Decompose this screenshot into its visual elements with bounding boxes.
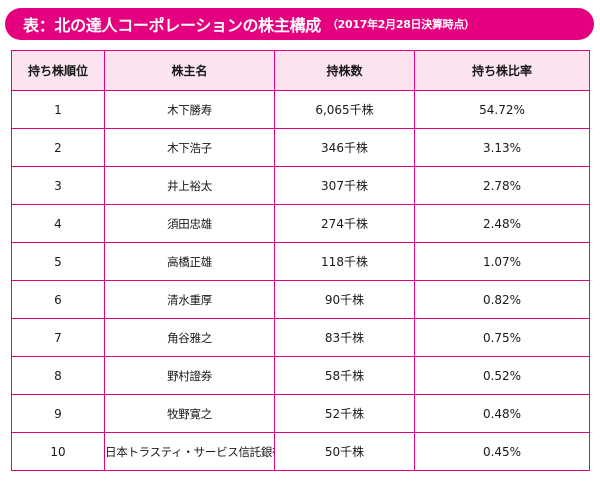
- cell-shares: 52千株: [274, 394, 415, 433]
- title-date-note: （2017年2月28日決算時点）: [326, 18, 475, 31]
- table-row: 9 牧野寛之 52千株 0.48%: [11, 394, 590, 433]
- cell-ratio: 2.78%: [414, 166, 590, 205]
- table-header-row: 持ち株順位 株主名 持株数 持ち株比率: [11, 50, 590, 91]
- cell-holder-name: 角谷雅之: [104, 318, 275, 357]
- cell-ratio: 0.52%: [414, 356, 590, 395]
- cell-ratio: 0.75%: [414, 318, 590, 357]
- cell-holder-name: 井上裕太: [104, 166, 275, 205]
- table-row: 6 清水重厚 90千株 0.82%: [11, 280, 590, 319]
- cell-rank: 7: [11, 318, 105, 357]
- cell-rank: 8: [11, 356, 105, 395]
- cell-rank: 9: [11, 394, 105, 433]
- cell-ratio: 0.45%: [414, 432, 590, 471]
- cell-ratio: 54.72%: [414, 90, 590, 129]
- cell-holder-name: 日本トラスティ・サービス信託銀行: [104, 432, 275, 471]
- cell-holder-name: 須田忠雄: [104, 204, 275, 243]
- shareholder-table: 持ち株順位 株主名 持株数 持ち株比率 1 木下勝寿 6,065千株 54.72…: [11, 50, 590, 471]
- table-row: 10 日本トラスティ・サービス信託銀行 50千株 0.45%: [11, 432, 590, 471]
- header-holder-name: 株主名: [104, 50, 275, 91]
- cell-shares: 346千株: [274, 128, 415, 167]
- table-row: 3 井上裕太 307千株 2.78%: [11, 166, 590, 205]
- cell-shares: 50千株: [274, 432, 415, 471]
- table-row: 2 木下浩子 346千株 3.13%: [11, 128, 590, 167]
- cell-shares: 307千株: [274, 166, 415, 205]
- header-shares: 持株数: [274, 50, 415, 91]
- cell-shares: 118千株: [274, 242, 415, 281]
- cell-holder-name: 野村證券: [104, 356, 275, 395]
- cell-rank: 1: [11, 90, 105, 129]
- page-title: 表：北の達人コーポレーションの株主構成: [23, 16, 321, 35]
- cell-rank: 3: [11, 166, 105, 205]
- cell-shares: 90千株: [274, 280, 415, 319]
- cell-shares: 58千株: [274, 356, 415, 395]
- cell-rank: 2: [11, 128, 105, 167]
- cell-ratio: 0.82%: [414, 280, 590, 319]
- cell-rank: 10: [11, 432, 105, 471]
- cell-shares: 6,065千株: [274, 90, 415, 129]
- table-row: 1 木下勝寿 6,065千株 54.72%: [11, 90, 590, 129]
- cell-shares: 274千株: [274, 204, 415, 243]
- cell-holder-name: 木下浩子: [104, 128, 275, 167]
- title-banner: 表：北の達人コーポレーションの株主構成 （2017年2月28日決算時点）: [5, 8, 594, 40]
- cell-shares: 83千株: [274, 318, 415, 357]
- cell-ratio: 3.13%: [414, 128, 590, 167]
- cell-holder-name: 木下勝寿: [104, 90, 275, 129]
- cell-holder-name: 清水重厚: [104, 280, 275, 319]
- header-rank: 持ち株順位: [11, 50, 105, 91]
- table-row: 8 野村證券 58千株 0.52%: [11, 356, 590, 395]
- cell-ratio: 1.07%: [414, 242, 590, 281]
- cell-ratio: 2.48%: [414, 204, 590, 243]
- cell-holder-name: 高橋正雄: [104, 242, 275, 281]
- table-row: 4 須田忠雄 274千株 2.48%: [11, 204, 590, 243]
- table-row: 5 高橋正雄 118千株 1.07%: [11, 242, 590, 281]
- cell-rank: 4: [11, 204, 105, 243]
- cell-ratio: 0.48%: [414, 394, 590, 433]
- cell-rank: 6: [11, 280, 105, 319]
- cell-rank: 5: [11, 242, 105, 281]
- cell-holder-name: 牧野寛之: [104, 394, 275, 433]
- table-row: 7 角谷雅之 83千株 0.75%: [11, 318, 590, 357]
- header-ratio: 持ち株比率: [414, 50, 590, 91]
